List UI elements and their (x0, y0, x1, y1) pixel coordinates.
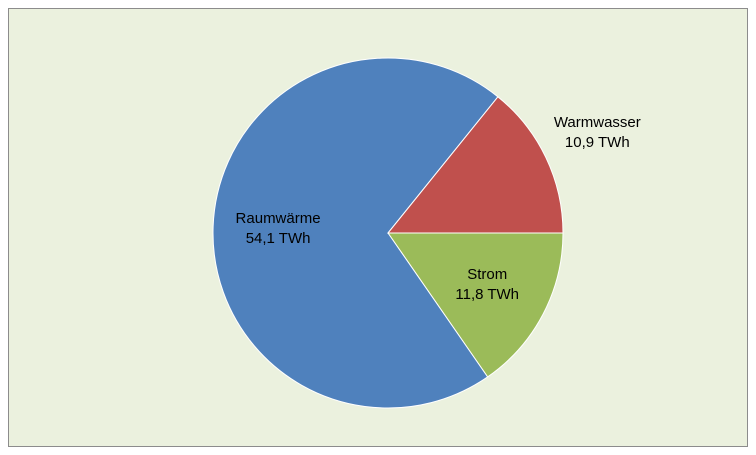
slice-label: Raumwärme (236, 210, 321, 227)
slice-value-label: 11,8 TWh (455, 286, 519, 303)
pie-slice (212, 57, 499, 409)
pie-slice (386, 96, 564, 234)
slice-value-label: 10,9 TWh (565, 134, 630, 151)
slice-label: Warmwasser (554, 114, 641, 131)
slice-value-label: 54,1 TWh (246, 230, 311, 247)
pie-slice (387, 232, 564, 378)
slice-label: Strom (467, 266, 507, 283)
